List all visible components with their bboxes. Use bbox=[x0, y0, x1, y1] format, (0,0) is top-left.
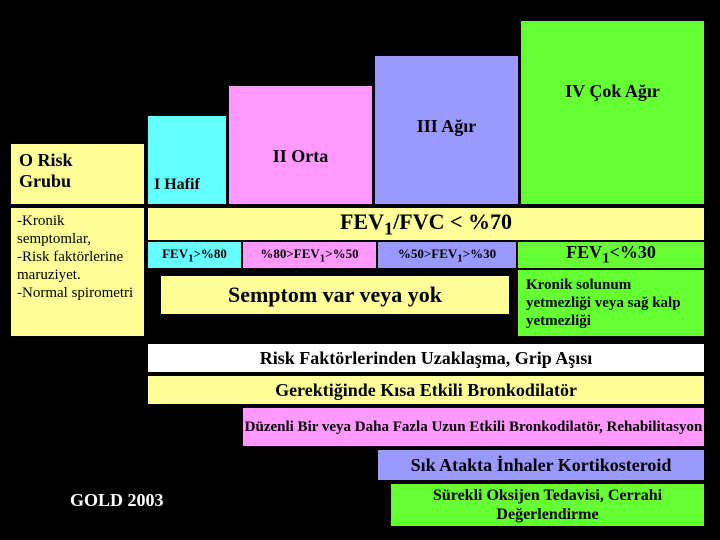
stage-III: III Ağır bbox=[374, 55, 519, 205]
stage-I-label: I Hafif bbox=[148, 176, 226, 194]
fev-cell-1: %80>FEV1>%50 bbox=[242, 241, 377, 269]
footer-label: GOLD 2003 bbox=[70, 490, 164, 511]
treatment-row-3-text: Sık Atakta İnhaler Kortikosteroid bbox=[411, 455, 672, 476]
symptom-right-text: Kronik solunum yetmezliği veya sağ kalp … bbox=[526, 276, 696, 330]
symptom-right: Kronik solunum yetmezliği veya sağ kalp … bbox=[517, 269, 705, 337]
treatment-row-0: Risk Faktörlerinden Uzaklaşma, Grip Aşıs… bbox=[147, 343, 705, 373]
risk-column: -Kronik semptomlar, -Risk faktörlerine m… bbox=[10, 207, 145, 337]
stage-O-lower: Grubu bbox=[19, 171, 73, 192]
stage-O-upper: O Risk bbox=[19, 150, 73, 171]
symptom-left: Semptom var veya yok bbox=[160, 275, 510, 315]
fev-cell-2-text: %50>FEV1>%30 bbox=[398, 246, 496, 265]
stage-I: I Hafif bbox=[147, 115, 227, 205]
fev-header: FEV1/FVC < %70 bbox=[147, 207, 705, 241]
treatment-row-1: Gerektiğinde Kısa Etkili Bronkodilatör bbox=[147, 375, 705, 405]
treatment-row-4-text: Sürekli Oksijen Tedavisi, Cerrahi Değerl… bbox=[391, 486, 704, 524]
treatment-row-3: Sık Atakta İnhaler Kortikosteroid bbox=[377, 449, 705, 481]
stage-IV: IV Çok Ağır bbox=[520, 20, 705, 205]
treatment-row-0-text: Risk Faktörlerinden Uzaklaşma, Grip Aşıs… bbox=[260, 348, 593, 369]
stage-III-label: III Ağır bbox=[375, 116, 518, 137]
fev-cell-1-text: %80>FEV1>%50 bbox=[260, 246, 358, 265]
treatment-row-1-text: Gerektiğinde Kısa Etkili Bronkodilatör bbox=[275, 380, 577, 401]
stage-II: II Orta bbox=[228, 85, 373, 205]
treatment-row-2: Düzenli Bir veya Daha Fazla Uzun Etkili … bbox=[242, 407, 705, 447]
symptom-left-text: Semptom var veya yok bbox=[228, 282, 442, 308]
fev-cell-3: FEV1<%30 bbox=[517, 241, 705, 269]
risk-column-text: -Kronik semptomlar, -Risk faktörlerine m… bbox=[17, 212, 138, 302]
fev-cell-2: %50>FEV1>%30 bbox=[377, 241, 517, 269]
treatment-row-4: Sürekli Oksijen Tedavisi, Cerrahi Değerl… bbox=[390, 483, 705, 527]
fev-cell-0-text: FEV1>%80 bbox=[162, 246, 227, 265]
stage-IV-label: IV Çok Ağır bbox=[521, 81, 704, 102]
fev-cell-3-text: FEV1<%30 bbox=[566, 242, 656, 268]
fev-header-text: FEV1/FVC < %70 bbox=[340, 209, 512, 239]
stage-II-label: II Orta bbox=[229, 146, 372, 167]
treatment-row-2-text: Düzenli Bir veya Daha Fazla Uzun Etkili … bbox=[245, 418, 703, 436]
stage-O: O Risk Grubu bbox=[10, 143, 145, 205]
fev-cell-0: FEV1>%80 bbox=[147, 241, 242, 269]
